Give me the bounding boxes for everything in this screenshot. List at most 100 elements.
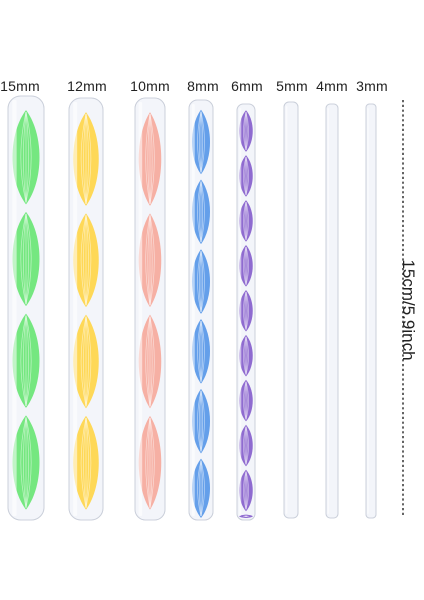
rod-highlight (138, 102, 143, 516)
swirl-stripe (83, 215, 87, 306)
swirl-stripe (200, 111, 205, 173)
swirl-stripe (243, 381, 247, 420)
swirl-stripe (200, 181, 204, 243)
swirl-stripe (245, 291, 248, 330)
swirl-stripe (200, 111, 204, 173)
swirl-stripe (80, 417, 87, 508)
swirl-stripe (244, 112, 247, 150)
length-label: 15cm/5.9inch (399, 259, 418, 361)
swirl-stripe (243, 471, 247, 510)
swirl-stripe (200, 390, 204, 452)
swirl-stripe (200, 251, 205, 312)
swirl-stripe (80, 316, 87, 407)
swirl-stripe (245, 381, 248, 420)
swirl-stripe (244, 202, 247, 240)
swirl-stripe (197, 111, 202, 173)
swirl-stripe (25, 315, 32, 406)
swirl-stripe (244, 246, 247, 285)
swirl-stripe (145, 417, 151, 508)
swirl-stripe (145, 316, 151, 407)
rod-highlight (73, 102, 78, 516)
swirl-stripe (20, 213, 27, 305)
swirl-stripe (85, 316, 89, 407)
rod-outline (365, 103, 377, 519)
swirl-stripe (20, 112, 27, 203)
swirl-stripe (80, 215, 87, 306)
swirl-stripe (245, 336, 248, 375)
rod-10mm (134, 97, 166, 521)
swirl-stripe (197, 460, 202, 517)
swirl-stripe (80, 113, 87, 204)
swirl-stripe (147, 417, 151, 508)
rod-5mm (283, 101, 299, 519)
swirl-stripe (25, 417, 29, 508)
swirl-stripe (243, 426, 247, 465)
rod-outline (325, 103, 339, 519)
swirl-stripe (245, 202, 248, 240)
swirl-stripe (245, 202, 249, 240)
swirl-stripe (197, 181, 202, 243)
swirl-stripe (83, 417, 87, 508)
swirl-stripe (244, 336, 247, 375)
swirl-stripe (198, 111, 202, 173)
swirl-stripe (245, 381, 249, 420)
swirl-stripe (85, 417, 92, 508)
swirl-stripe (245, 471, 248, 510)
swirl-stripe (245, 426, 249, 465)
swirl-stripe (85, 113, 92, 204)
swirl-stripe (25, 417, 32, 508)
swirl-stripe (200, 320, 205, 382)
swirl-stripe (245, 426, 248, 465)
swirl-stripe (145, 215, 151, 306)
swirl-stripe (244, 381, 247, 420)
swirl-stripe (200, 460, 205, 517)
swirl-stripe (245, 112, 248, 150)
swirl-stripe (245, 246, 248, 285)
swirl-stripe (145, 114, 151, 204)
rod-label-5mm: 5mm (276, 78, 308, 94)
swirl-stripe (85, 215, 89, 306)
swirl-stripe (245, 112, 249, 150)
swirl-stripe (244, 157, 247, 195)
swirl-stripe (244, 291, 247, 330)
swirl-stripe (83, 114, 87, 204)
rod-4mm (325, 103, 339, 519)
swirl-stripe (149, 215, 153, 306)
rod-outline (7, 95, 45, 521)
swirl-stripe (198, 460, 202, 517)
swirl-stripe (149, 114, 153, 204)
swirl-stripe (200, 251, 204, 312)
swirl-stripe (197, 390, 202, 452)
swirl-stripe (25, 315, 29, 406)
swirl-stripe (244, 515, 247, 517)
swirl-stripe (149, 417, 153, 508)
swirl-stripe (23, 315, 27, 406)
swirl-stripe (245, 291, 249, 330)
swirl-stripe (245, 515, 249, 517)
swirl-stripe (25, 213, 29, 305)
rod-label-12mm: 12mm (67, 78, 107, 94)
swirl-stripe (25, 112, 29, 203)
swirl-stripe (244, 471, 247, 510)
rod-6mm (236, 103, 256, 521)
swirl-stripe (197, 320, 202, 382)
swirl-stripe (149, 316, 153, 407)
rod-label-4mm: 4mm (316, 78, 348, 94)
swirl-stripe (245, 157, 248, 195)
swirl-stripe (149, 114, 155, 204)
swirl-stripe (197, 251, 202, 312)
swirl-stripe (85, 114, 89, 204)
rod-outline (283, 101, 299, 519)
swirl-stripe (200, 460, 204, 517)
rod-label-8mm: 8mm (187, 78, 219, 94)
swirl-stripe (20, 417, 27, 508)
rod-outline (134, 97, 166, 521)
rod-outline (68, 97, 104, 521)
swirl-stripe (198, 390, 202, 452)
swirl-stripe (147, 114, 151, 204)
rod-label-3mm: 3mm (356, 78, 388, 94)
swirl-stripe (243, 112, 247, 150)
swirl-stripe (200, 321, 204, 382)
swirl-stripe (245, 336, 249, 375)
